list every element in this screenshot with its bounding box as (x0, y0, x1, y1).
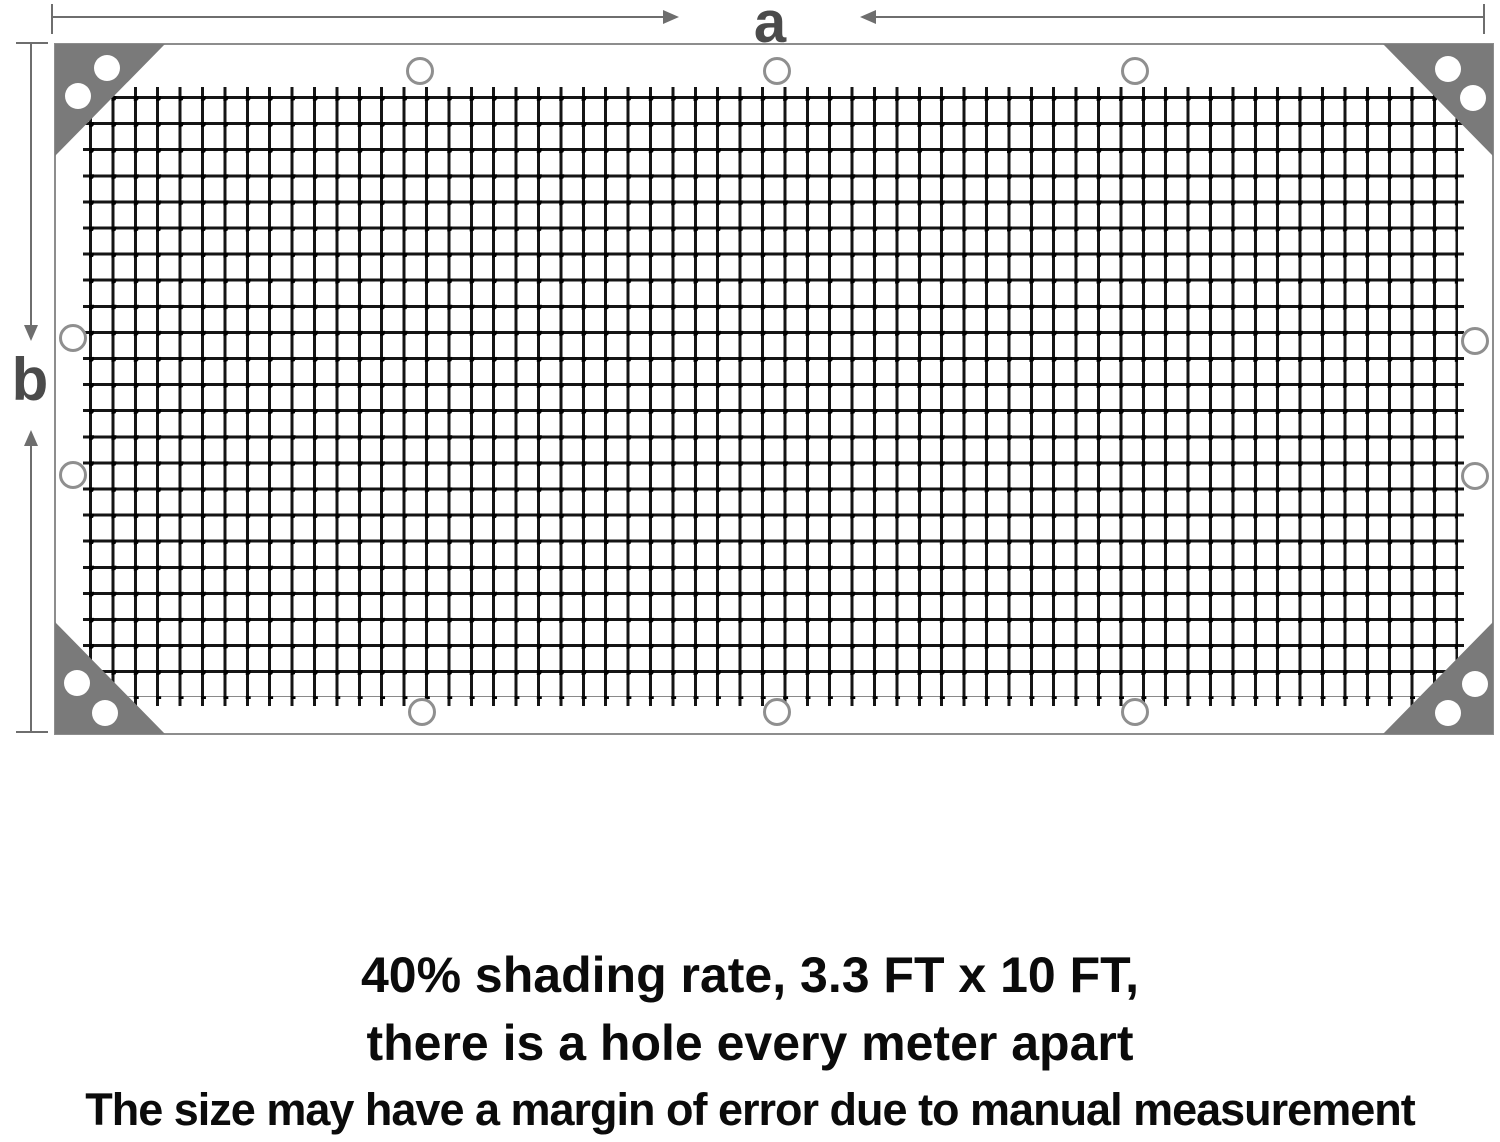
dim-b-bottom-tick (16, 731, 48, 733)
grommet-ring (408, 698, 436, 726)
grommet-hole (94, 55, 120, 81)
grommet-ring (59, 461, 87, 489)
arrow-left-icon (860, 10, 876, 24)
dim-a-label: a (753, 0, 787, 55)
grommet-hole (64, 670, 90, 696)
grommet-ring (1461, 327, 1489, 355)
caption-line-measurement-note: The size may have a margin of error due … (85, 1084, 1415, 1135)
grommet-hole (65, 83, 91, 109)
dim-b-top-line (30, 44, 32, 325)
grommet-hole (1435, 56, 1461, 82)
arrow-down-icon (24, 325, 38, 341)
grommet-ring (763, 57, 791, 85)
arrow-up-icon (24, 430, 38, 446)
grommet-hole (1462, 671, 1488, 697)
caption-line-hole-spacing: there is a hole every meter apart (366, 1015, 1134, 1071)
dim-b-top-tick (16, 42, 48, 44)
shade-net (54, 43, 1494, 735)
grommet-ring (1121, 698, 1149, 726)
dim-a-left-tick (51, 4, 53, 34)
arrow-right-icon (663, 10, 679, 24)
grommet-hole (1460, 85, 1486, 111)
grommet-ring (1461, 462, 1489, 490)
dim-a-right-line (876, 16, 1485, 18)
grommet-hole (92, 700, 118, 726)
grommet-ring (406, 57, 434, 85)
dim-a-left-line (52, 16, 664, 18)
dim-a-right-tick (1483, 4, 1485, 34)
caption-line-shading-rate: 40% shading rate, 3.3 FT x 10 FT, (360, 947, 1140, 1003)
grommet-ring (59, 324, 87, 352)
grommet-hole (1435, 700, 1461, 726)
dim-b-label: b (11, 346, 49, 413)
dim-b-bottom-line (30, 446, 32, 733)
grommet-ring (1121, 57, 1149, 85)
mesh-grid-knots (89, 96, 1458, 699)
grommet-ring (763, 698, 791, 726)
